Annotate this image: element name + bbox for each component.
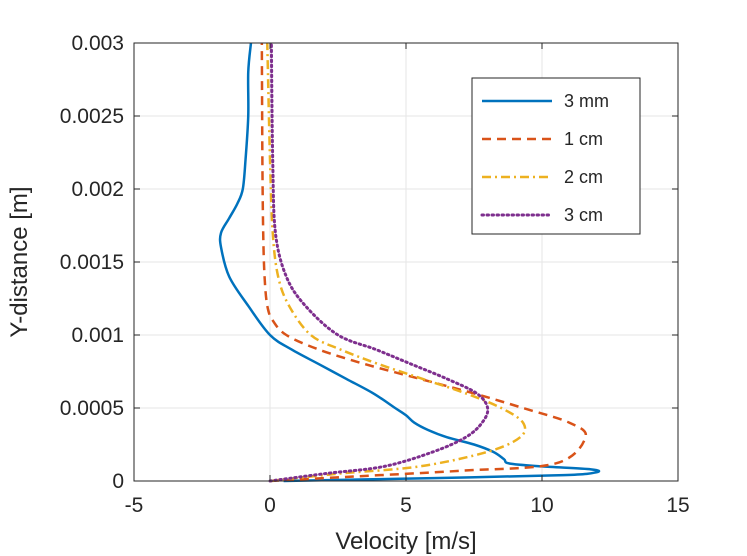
legend: 3 mm 1 cm 2 cm 3 cm <box>471 77 641 235</box>
x-tick-label: 10 <box>530 494 553 517</box>
series-line-1 <box>218 42 601 483</box>
y-tick-label: 0.001 <box>71 324 124 347</box>
tick-labels: -5 0 5 10 1500.00050.0010.00150.0020.00250.0… <box>60 32 690 517</box>
series-line-3 <box>266 42 527 483</box>
y-tick-label: 0.0005 <box>60 397 124 420</box>
legend-label-2: 1 cm <box>564 129 603 149</box>
x-tick-label: 5 <box>400 494 412 517</box>
legend-box <box>471 77 641 235</box>
series-layer <box>218 41 601 483</box>
y-tick-label: 0.002 <box>71 178 124 201</box>
y-axis-label: Y-distance [m] <box>6 186 33 337</box>
x-tick-label: 0 <box>264 494 276 517</box>
series-line-4 <box>268 41 490 483</box>
x-tick-label: 15 <box>666 494 689 517</box>
series-line-2 <box>260 42 588 483</box>
legend-label-4: 3 cm <box>564 205 603 225</box>
legend-label-1: 3 mm <box>564 91 609 111</box>
x-tick-label: -5 <box>125 494 144 517</box>
y-tick-label: 0.0015 <box>60 251 124 274</box>
x-axis-label: Velocity [m/s] <box>335 528 476 555</box>
y-tick-label: 0.0025 <box>60 105 124 128</box>
y-tick-label: 0.003 <box>71 32 124 55</box>
legend-label-3: 2 cm <box>564 167 603 187</box>
y-tick-label: 0 <box>112 470 124 493</box>
ticks <box>133 42 679 482</box>
